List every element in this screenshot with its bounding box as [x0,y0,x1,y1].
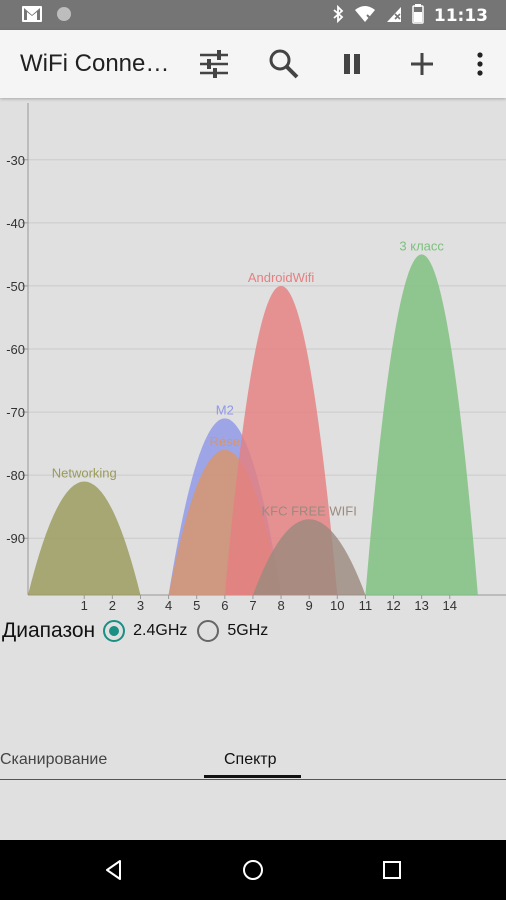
y-tick-label-0: -30 [6,153,25,168]
circle-notification-icon [56,6,72,26]
radio-2-4ghz-label[interactable]: 2.4GHz [133,622,188,639]
recents-icon[interactable] [380,858,404,882]
band-selector: Диапазон 2.4GHz 5GHz [0,614,278,648]
status-bar: 11:13 [0,0,506,30]
back-icon[interactable] [102,858,126,882]
network-label-1: M2 [216,402,234,417]
network-label-2: Rése [210,434,240,449]
x-tick-label-10: 11 [359,598,373,610]
tab-indicator [204,775,301,778]
band-label: Диапазон [2,619,96,642]
x-tick-label-7: 8 [277,598,284,610]
radio-5ghz-label[interactable]: 5GHz [227,622,269,639]
filter-sliders-icon[interactable] [196,46,232,82]
tab-bar: Сканирование Спектр [0,745,506,780]
x-tick-label-11: 12 [386,598,400,610]
x-tick-label-2: 3 [137,598,144,610]
network-label-5: 3 класс [399,238,444,253]
x-tick-label-9: 10 [330,598,344,610]
network-label-0: Networking [52,465,117,480]
x-tick-label-0: 1 [81,598,88,610]
pause-icon[interactable] [334,46,370,82]
x-tick-label-13: 14 [443,598,457,610]
x-tick-label-5: 6 [221,598,228,610]
radio-5ghz[interactable] [197,620,220,642]
tab-spectrum[interactable]: Спектр [224,751,277,768]
battery-icon [412,4,424,28]
y-tick-label-5: -80 [6,468,25,483]
search-icon[interactable] [266,46,302,82]
network-curve-3 [224,285,338,595]
y-tick-label-2: -50 [6,279,25,294]
gmail-icon [22,6,42,26]
y-tick-label-3: -60 [6,342,25,357]
x-tick-label-8: 9 [306,598,313,610]
network-label-4: KFC FREE WIFI [262,503,357,518]
x-tick-label-1: 2 [109,598,116,610]
network-curve-0 [28,481,141,595]
y-tick-label-4: -70 [6,405,25,420]
wifi-icon [354,5,376,27]
y-tick-label-1: -40 [6,216,25,231]
x-tick-label-4: 5 [193,598,200,610]
tab-scan[interactable]: Сканирование [0,751,108,768]
app-title: WiFi Conne… [20,50,170,77]
network-label-3: AndroidWifi [248,270,315,285]
x-tick-label-3: 4 [165,598,172,610]
network-curve-5 [365,254,478,595]
home-icon[interactable] [241,858,265,882]
navigation-bar [0,840,506,900]
add-icon[interactable] [404,46,440,82]
y-tick-label-6: -90 [6,531,25,546]
more-vert-icon[interactable] [462,46,498,82]
signal-icon [386,5,402,27]
bluetooth-icon [332,4,344,27]
app-bar: WiFi Conne… [0,30,506,98]
network-curve-4 [252,519,366,595]
clock-time: 11:13 [433,6,488,26]
x-tick-label-6: 7 [249,598,256,610]
spectrum-chart: -30 -40 -50 -60 -70 -80 -90 Networking M2 Rése And… [6,103,506,610]
radio-2-4ghz[interactable] [103,620,126,642]
x-tick-label-12: 13 [414,598,428,610]
